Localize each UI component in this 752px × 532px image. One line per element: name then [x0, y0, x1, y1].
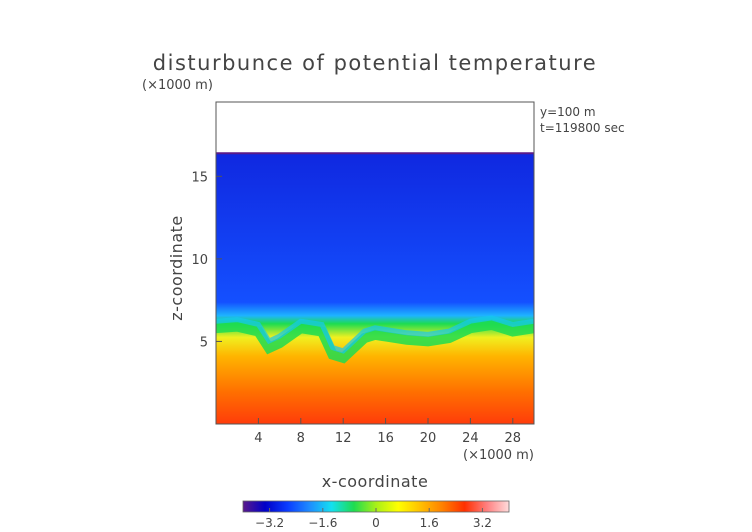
y-axis-title: z-coordinate [167, 215, 186, 321]
x-tick-label: 8 [297, 431, 305, 446]
x-tick-label: 12 [335, 431, 352, 446]
x-tick-label: 24 [462, 431, 479, 446]
interface-cyan-edge [216, 315, 534, 354]
y-tick-label: 15 [191, 170, 208, 185]
y-unit-label: (×1000 m) [142, 78, 213, 93]
colorbar-tick-label: 1.6 [420, 516, 439, 530]
colorbar-tick-label: 3.2 [473, 516, 492, 530]
annotation-y: y=100 m [540, 105, 596, 119]
annotations: y=100 m t=119800 sec [540, 105, 625, 135]
colorbar-tick-label: −3.2 [255, 516, 284, 530]
colorbar-ticks: −3.2 −1.6 0 1.6 3.2 [255, 508, 492, 530]
colorbar-tick-label: 0 [372, 516, 380, 530]
x-tick-label: 4 [254, 431, 262, 446]
colorbar: −3.2 −1.6 0 1.6 3.2 [242, 500, 510, 530]
field-background [216, 153, 534, 424]
chart-title: disturbunce of potential temperature [153, 51, 597, 75]
colorbar-tick-label: −1.6 [308, 516, 337, 530]
y-axis: 5 10 15 [191, 170, 222, 350]
plot-area [216, 152, 534, 424]
annotation-t: t=119800 sec [540, 121, 625, 135]
y-tick-label: 5 [200, 335, 208, 350]
y-tick-label: 10 [191, 253, 208, 268]
x-unit-label: (×1000 m) [463, 448, 534, 463]
x-tick-label: 16 [377, 431, 394, 446]
x-tick-label: 28 [505, 431, 522, 446]
x-tick-label: 20 [420, 431, 437, 446]
x-axis: 4 8 12 16 20 24 28 [254, 418, 521, 446]
plot-frame [215, 101, 535, 425]
interface-band [216, 319, 534, 364]
x-axis-title: x-coordinate [322, 472, 429, 491]
